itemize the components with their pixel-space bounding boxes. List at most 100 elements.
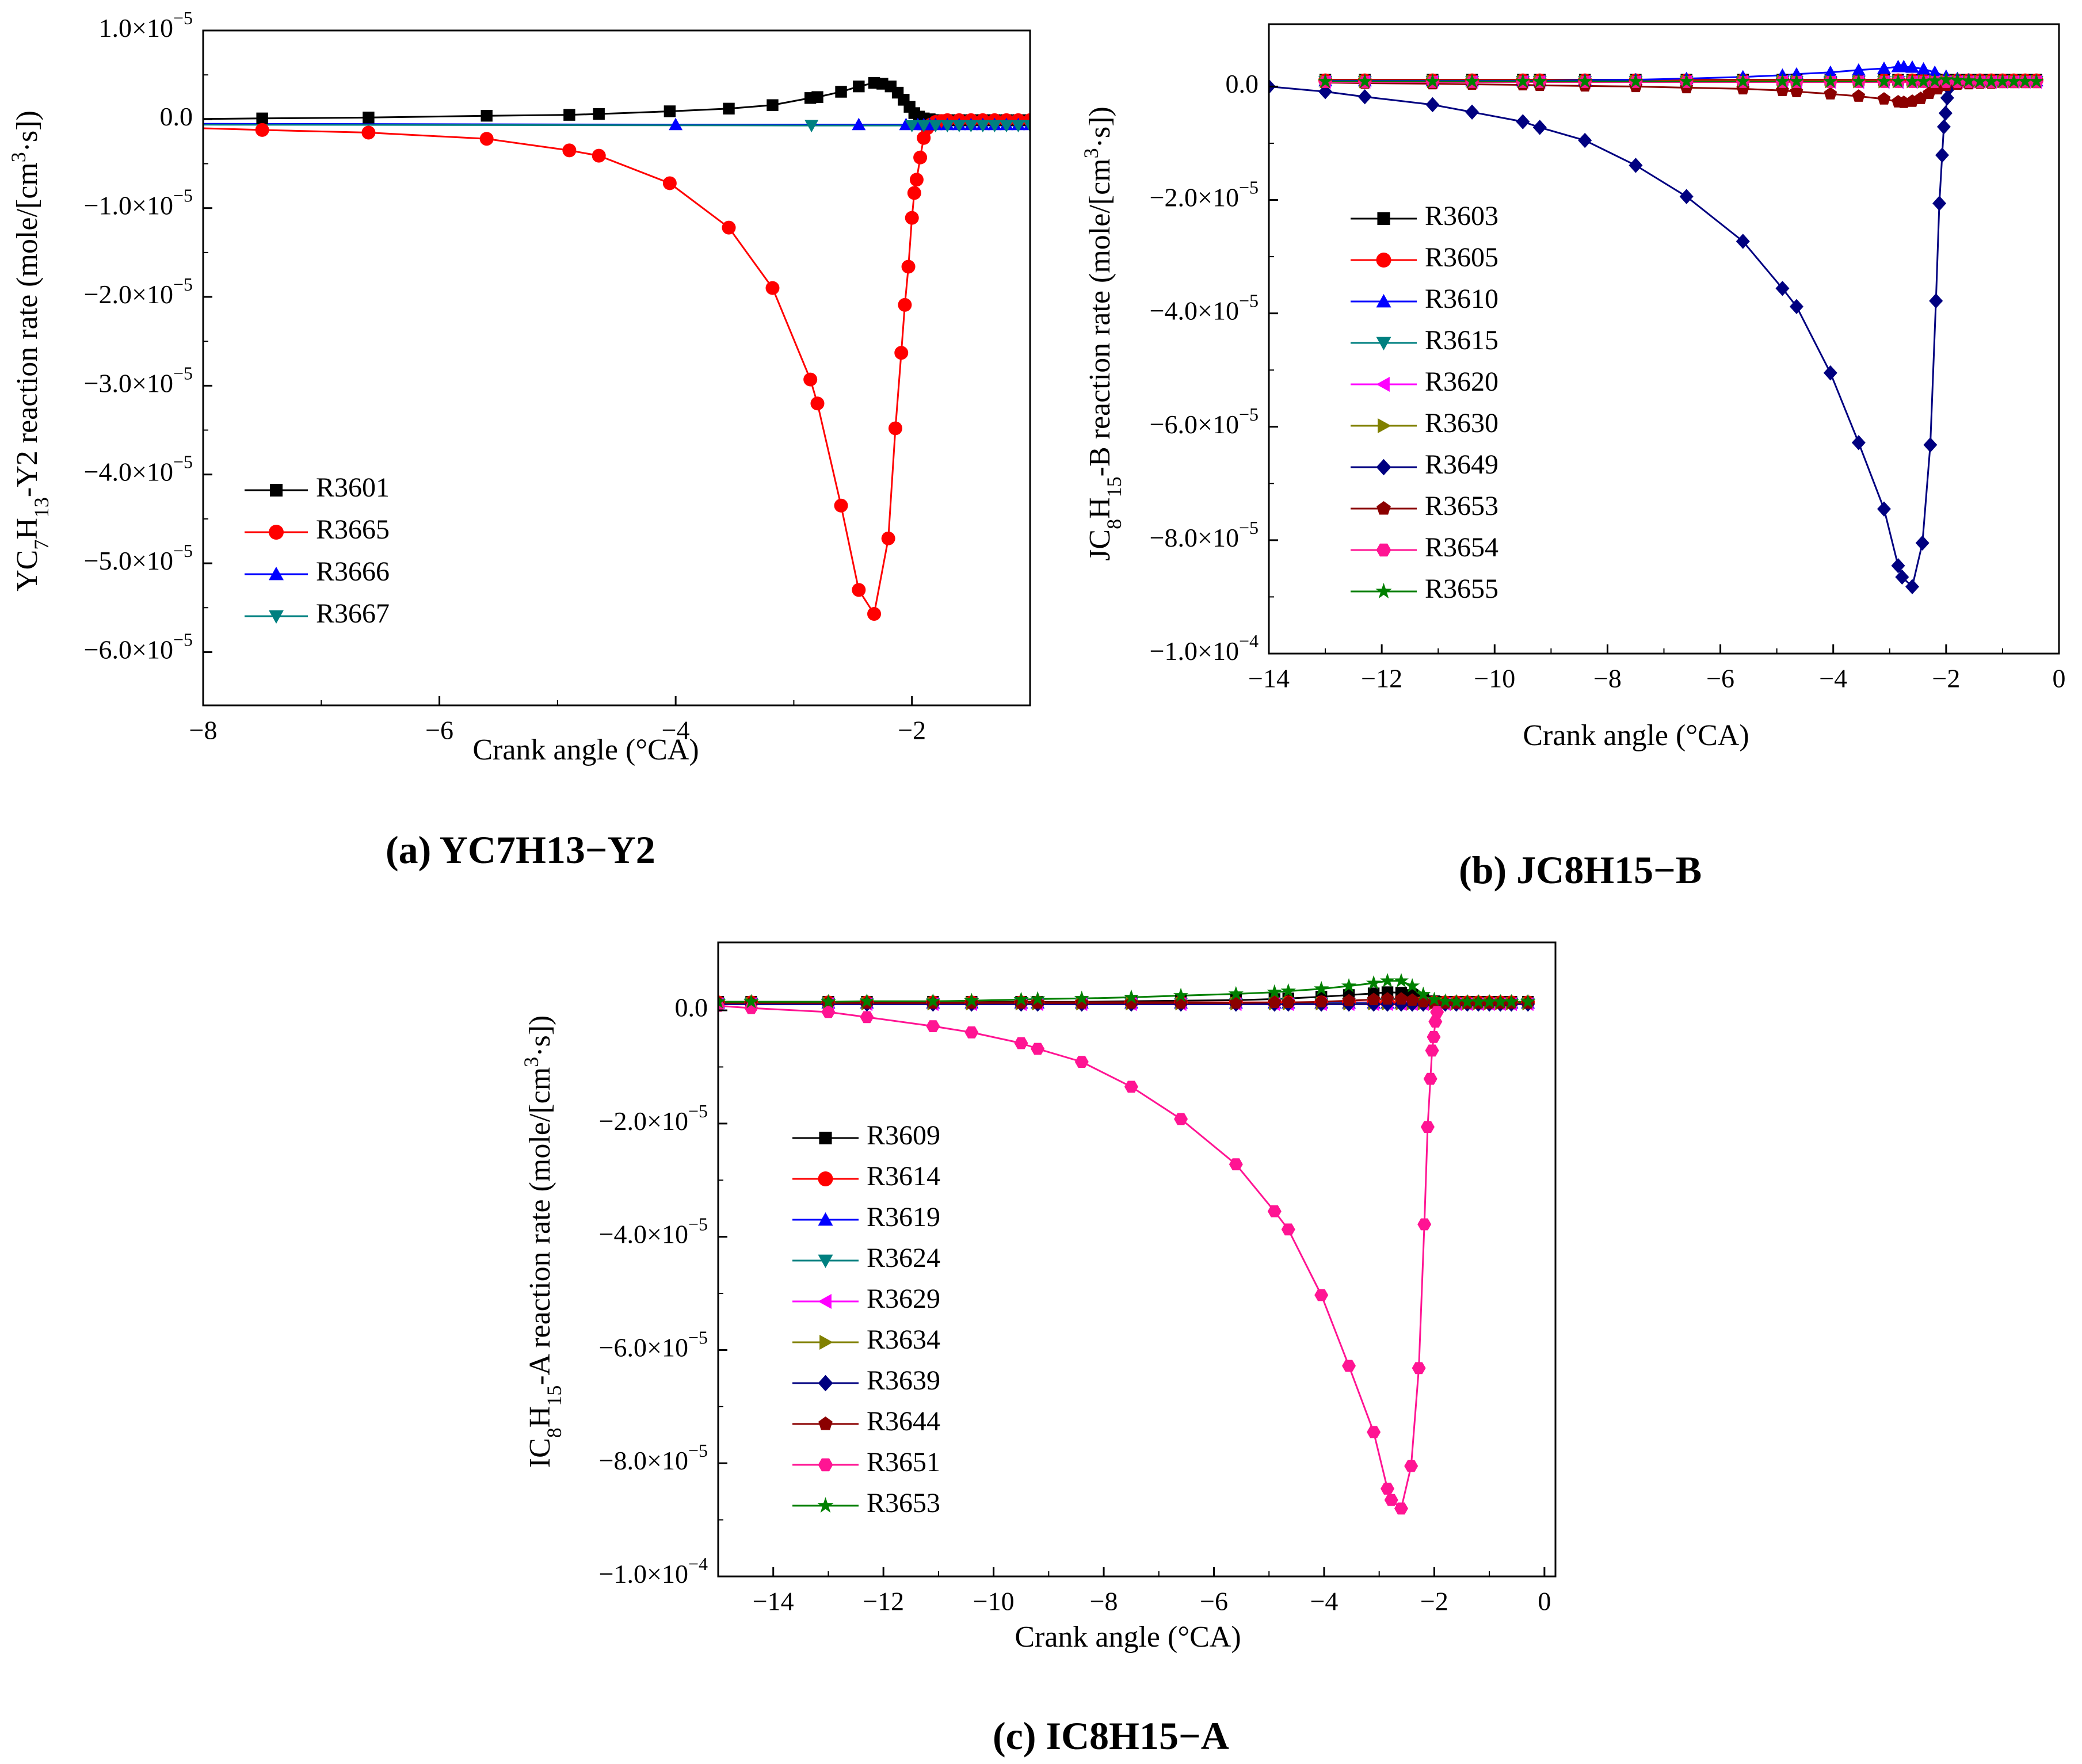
chart-a-R3666-point bbox=[669, 117, 683, 131]
chart-a-legend-label: R3667 bbox=[316, 598, 390, 629]
chart-c-legend-marker bbox=[818, 1294, 832, 1309]
chart-b-legend-marker bbox=[1377, 212, 1390, 226]
chart-c-R3653-point bbox=[1393, 973, 1409, 988]
chart-a-R3665-point bbox=[867, 607, 882, 621]
chart-a-legend-marker bbox=[269, 567, 284, 581]
chart-b-legend-marker bbox=[1376, 543, 1391, 557]
chart-b-R3610-point bbox=[1905, 60, 1920, 73]
chart-c-R3651-point bbox=[1367, 1426, 1381, 1438]
chart-b-legend-label: R3620 bbox=[1425, 366, 1498, 397]
chart-b-axes: −14 −12 −10 −8 −6 −4 −2 0 0.0 −2.0×10−5 −4.0×10−5 −… bbox=[1150, 23, 2066, 693]
chart-a-R3665-point bbox=[913, 150, 928, 165]
chart-c-R3651-point bbox=[1342, 1360, 1356, 1372]
chart-b-legend-item-R3603: R3603 bbox=[1351, 201, 1498, 231]
chart-c-R3651-point bbox=[1430, 1006, 1444, 1018]
chart-b-R3649-point bbox=[1851, 435, 1866, 450]
chart-c-R3651-point bbox=[1124, 1080, 1138, 1093]
chart-b-R3653-point bbox=[1824, 87, 1837, 100]
chart-a-R3667-point bbox=[952, 120, 966, 133]
chart-c-legend-label: R3644 bbox=[867, 1406, 940, 1437]
chart-c-x-tick-label: −4 bbox=[1310, 1587, 1338, 1616]
chart-a-R3665-point bbox=[722, 220, 736, 235]
chart-a-R3667-point bbox=[804, 120, 819, 133]
chart-c-x-axis-title: Crank angle (°CA) bbox=[1015, 1621, 1241, 1654]
chart-c-R3644-point bbox=[1367, 992, 1381, 1006]
chart-c-x-tick-label: −8 bbox=[1090, 1587, 1118, 1616]
chart-a-R3665-point bbox=[907, 186, 921, 200]
chart-b-R3649-point bbox=[1923, 437, 1938, 453]
chart-b-R3610-point bbox=[1897, 59, 1911, 72]
chart-b-R3610-point bbox=[1928, 65, 1942, 78]
chart-a-R3665-point bbox=[361, 125, 376, 140]
chart-b-R3649-point bbox=[1516, 114, 1530, 129]
chart-a-R3667-point bbox=[987, 120, 1002, 133]
chart-b-legend-marker bbox=[1376, 459, 1391, 476]
chart-a-R3601-point bbox=[723, 102, 735, 115]
chart-a-axes: −8 −6 −4 −2 1.0×10−5 0.0 −1.0×10−5 −2.0×10−5 −3.… bbox=[84, 7, 1031, 745]
chart-c-R3653-point bbox=[821, 994, 836, 1009]
chart-a-R3667-point bbox=[917, 120, 931, 133]
chart-b-x-tick-label: −6 bbox=[1706, 664, 1734, 693]
chart-b-legend-label: R3603 bbox=[1425, 201, 1498, 231]
chart-c-R3644-point bbox=[1405, 993, 1419, 1006]
chart-a-R3601-point bbox=[664, 105, 676, 117]
chart-b-R3655-point bbox=[1464, 73, 1480, 88]
chart-c-R3651-point bbox=[1425, 1044, 1439, 1057]
chart-b-legend-marker bbox=[1376, 253, 1391, 268]
chart-b-R3649-point bbox=[1938, 105, 1953, 121]
chart-c-R3653-point bbox=[1314, 980, 1329, 995]
chart-b-R3649-point bbox=[1789, 299, 1803, 315]
chart-b-legend-item-R3654: R3654 bbox=[1351, 532, 1498, 563]
chart-b-legend-item-R3615: R3615 bbox=[1351, 325, 1498, 356]
chart-b-x-tick-label: −2 bbox=[1932, 664, 1960, 693]
chart-a-R3601-point bbox=[835, 86, 847, 98]
chart-b-R3649-point bbox=[1915, 535, 1930, 551]
chart-c-R3651-point bbox=[1314, 1289, 1329, 1301]
chart-c-R3653-point bbox=[1482, 994, 1497, 1009]
chart-c-R3653-point bbox=[1448, 994, 1464, 1009]
chart-c-legend-item-R3629: R3629 bbox=[792, 1284, 940, 1314]
chart-a-R3665-point bbox=[894, 346, 909, 360]
chart-a-R3601-point bbox=[767, 99, 779, 111]
chart-c-legend-marker bbox=[819, 1131, 832, 1145]
chart-c-axes: −14 −12 −10 −8 −6 −4 −2 0 0.0 −2.0×10−5 −4.0×10−5 −… bbox=[599, 941, 1557, 1616]
chart-a-series-R3667-line bbox=[203, 124, 1030, 127]
chart-c-plot-area bbox=[718, 973, 1536, 1515]
chart-a-R3667-point bbox=[964, 120, 978, 133]
chart-b-x-axis-title: Crank angle (°CA) bbox=[1523, 719, 1749, 752]
chart-b-caption: (b) JC8H15−B bbox=[1459, 848, 1702, 892]
chart-a-R3665-point bbox=[765, 281, 780, 295]
chart-c-R3644-point bbox=[1282, 995, 1295, 1009]
chart-c-y-tick-label: −4.0×10−5 bbox=[599, 1214, 708, 1248]
chart-a-R3665-point bbox=[479, 132, 494, 146]
chart-a-y-tick-label: 1.0×10−5 bbox=[99, 7, 193, 42]
chart-c-legend-item-R3651: R3651 bbox=[792, 1447, 940, 1477]
chart-b-y-tick-label: −1.0×10−4 bbox=[1150, 631, 1259, 665]
chart-c-y-axis-title: IC8H15-A reaction rate (mole/[cm3·s]) bbox=[520, 1015, 566, 1468]
chart-a-R3665-point bbox=[562, 143, 577, 158]
chart-b-R3655-point bbox=[1357, 73, 1372, 88]
chart-b-legend-item-R3649: R3649 bbox=[1351, 449, 1498, 480]
chart-c-R3653-point bbox=[1123, 989, 1139, 1004]
chart-b-legend-marker bbox=[1375, 583, 1392, 599]
chart-a-legend: R3601 R3665 R3666 R3667 bbox=[245, 472, 390, 629]
chart-c-x-tick-label: −12 bbox=[863, 1587, 904, 1616]
chart-a-R3665-point bbox=[803, 372, 818, 387]
chart-a-legend-item-R3601: R3601 bbox=[245, 472, 390, 503]
chart-c-R3653-point bbox=[925, 993, 941, 1008]
chart-a-y-tick-label: −1.0×10−5 bbox=[84, 185, 193, 220]
chart-a-y-axis-title: YC7H13-Y2 reaction rate (mole/[cm3·s]) bbox=[7, 110, 53, 591]
chart-b-R3655-point bbox=[1890, 73, 1906, 88]
chart-c-R3653-point bbox=[859, 993, 875, 1008]
chart-b-R3653-point bbox=[1877, 92, 1891, 105]
chart-a-legend-label: R3601 bbox=[316, 472, 390, 503]
chart-c-R3653-point bbox=[1366, 975, 1382, 990]
chart-a-legend-marker bbox=[269, 483, 283, 497]
chart-b-legend-marker bbox=[1376, 501, 1391, 515]
chart-b-R3655-point bbox=[1775, 73, 1790, 88]
chart-c-x-tick-label: −2 bbox=[1420, 1587, 1448, 1616]
caption-a-species: YC7H13−Y2 bbox=[440, 828, 655, 872]
chart-a-series-R3665-line bbox=[203, 119, 1030, 616]
chart-b-R3649-point bbox=[1465, 104, 1479, 120]
chart-a-legend-marker bbox=[269, 525, 284, 540]
